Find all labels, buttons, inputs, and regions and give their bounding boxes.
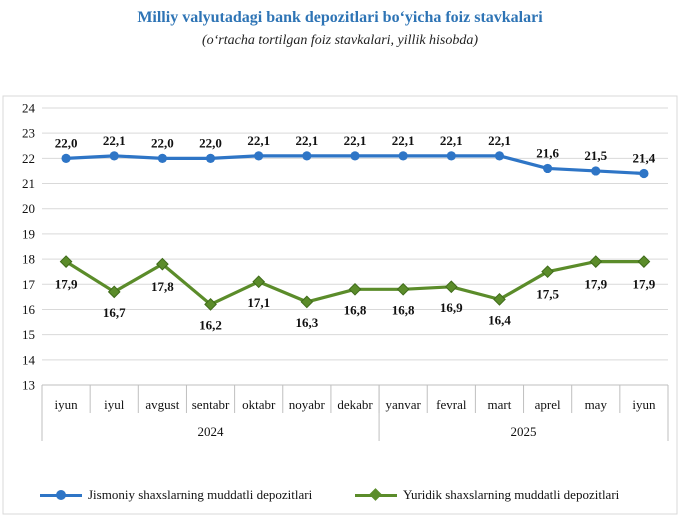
x-tick-label: iyul [104, 397, 125, 412]
data-label: 17,8 [151, 279, 174, 294]
data-label: 16,9 [440, 300, 463, 315]
legend-marker-circle-icon [40, 488, 82, 502]
data-label: 17,9 [633, 277, 656, 292]
legend-marker-diamond-icon [355, 488, 397, 502]
data-point [444, 280, 458, 294]
data-label: 22,0 [199, 135, 222, 150]
y-tick-label: 15 [22, 327, 35, 342]
data-label: 17,5 [536, 287, 559, 302]
data-point [493, 293, 506, 306]
y-tick-label: 18 [22, 252, 35, 267]
y-tick-label: 14 [22, 352, 36, 367]
y-tick-label: 17 [22, 277, 36, 292]
data-label: 16,2 [199, 317, 222, 332]
data-point [589, 255, 603, 268]
data-label: 22,1 [344, 133, 367, 148]
data-label: 16,8 [344, 302, 367, 317]
data-point [109, 151, 119, 161]
data-point [396, 282, 410, 296]
data-point [637, 255, 651, 268]
data-label: 16,8 [392, 302, 415, 317]
y-tick-label: 23 [22, 126, 35, 141]
data-point [300, 295, 314, 309]
data-point [61, 153, 71, 163]
data-point [446, 151, 456, 161]
data-point [254, 151, 264, 161]
chart-title: Milliy valyutadagi bank depozitlari bo‘y… [137, 9, 543, 26]
x-tick-label: noyabr [289, 397, 326, 412]
data-point [639, 168, 649, 179]
y-tick-label: 19 [22, 226, 35, 241]
data-label: 17,9 [55, 277, 78, 292]
x-tick-label: sentabr [192, 397, 230, 412]
data-point [350, 151, 360, 161]
data-point [252, 275, 266, 289]
data-point [107, 285, 121, 299]
y-tick-label: 22 [22, 151, 35, 166]
data-point [156, 257, 169, 271]
data-point [204, 298, 217, 311]
data-point [541, 265, 554, 279]
legend-label-series-1: Yuridik shaxslarning muddatli depozitlar… [403, 487, 620, 502]
legend-label-series-0: Jismoniy shaxslarning muddatli depozitla… [88, 487, 313, 502]
data-label: 22,1 [392, 133, 415, 148]
x-tick-label: avgust [145, 397, 179, 412]
x-tick-label: fevral [436, 397, 467, 412]
data-label: 22,0 [55, 135, 78, 150]
x-tick-label: dekabr [337, 397, 373, 412]
x-tick-label: aprel [535, 397, 561, 412]
data-label: 16,3 [295, 315, 318, 330]
x-tick-label: yanvar [385, 397, 421, 412]
chart-frame [2, 95, 678, 515]
x-tick-label: oktabr [242, 397, 276, 412]
y-tick-label: 16 [22, 302, 36, 317]
data-label: 22,1 [488, 133, 511, 148]
data-label: 17,9 [584, 277, 607, 292]
x-tick-label: mart [488, 397, 512, 412]
data-point [591, 166, 601, 176]
data-label: 21,5 [584, 148, 607, 163]
x-tick-label: iyun [55, 397, 79, 412]
data-label: 22,1 [295, 133, 318, 148]
y-tick-label: 13 [22, 378, 35, 393]
data-point [494, 151, 505, 161]
y-tick-label: 24 [22, 101, 36, 116]
data-point [543, 163, 553, 174]
data-label: 16,4 [488, 312, 511, 327]
y-tick-label: 21 [22, 176, 35, 191]
legend-item-series-0: Jismoniy shaxslarning muddatli depozitla… [40, 484, 312, 506]
data-label: 17,1 [247, 295, 270, 310]
data-label: 21,4 [633, 150, 656, 165]
data-label: 22,1 [103, 133, 126, 148]
chart-subtitle: (o‘rtacha tortilgan foiz stavkalari, yil… [201, 33, 479, 48]
data-point [302, 151, 312, 161]
year-label: 2025 [511, 424, 537, 439]
x-tick-label: may [585, 397, 608, 412]
data-point [157, 153, 167, 163]
y-tick-label: 20 [22, 201, 35, 216]
data-label: 22,1 [247, 133, 270, 148]
data-point [398, 151, 408, 161]
data-point [205, 153, 216, 163]
x-tick-label: iyun [632, 397, 656, 412]
year-label: 2024 [198, 424, 225, 439]
data-point [348, 282, 362, 296]
data-label: 21,6 [536, 145, 559, 160]
data-label: 22,0 [151, 135, 174, 150]
data-point [59, 255, 73, 268]
data-label: 16,7 [103, 305, 126, 320]
data-label: 22,1 [440, 133, 463, 148]
legend-item-series-1: Yuridik shaxslarning muddatli depozitlar… [355, 484, 619, 506]
